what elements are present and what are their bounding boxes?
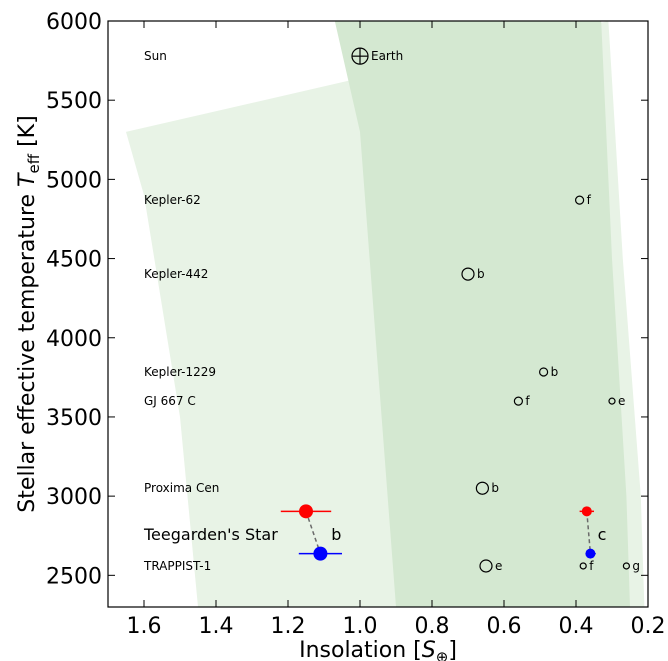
planet-marker bbox=[608, 397, 616, 405]
planet-label: e bbox=[495, 559, 502, 573]
x-tick-label: 1.2 bbox=[271, 614, 306, 639]
planet-marker bbox=[622, 562, 631, 570]
teegarden-planet-label: c bbox=[598, 525, 607, 544]
star-label: Kepler-62 bbox=[144, 193, 201, 207]
planet-label: b bbox=[477, 267, 485, 281]
planet-marker bbox=[538, 367, 549, 377]
x-axis-title-suffix: ] bbox=[448, 638, 457, 661]
planet-label: f bbox=[587, 193, 592, 207]
star-label: Sun bbox=[144, 49, 167, 63]
y-axis-title-prefix: Stellar effective temperature bbox=[15, 187, 40, 513]
x-axis-ticks: 1.6 1.4 1.2 1.0 0.8 0.6 0.4 0.2 bbox=[127, 21, 666, 639]
planet-label: f bbox=[589, 559, 594, 573]
x-axis-title-subscript: ⊕ bbox=[436, 648, 449, 661]
teegarden-planet-marker bbox=[581, 506, 592, 517]
y-axis-ticks: 2500 3000 3500 4000 4500 5000 5500 6000 bbox=[46, 10, 648, 589]
star-label: Kepler-1229 bbox=[144, 365, 216, 379]
x-tick-label: 1.6 bbox=[127, 614, 162, 639]
y-tick-label: 5000 bbox=[46, 168, 102, 193]
planet-label: b bbox=[551, 365, 559, 379]
x-tick-label: 0.8 bbox=[415, 614, 450, 639]
x-tick-label: 0.4 bbox=[559, 614, 594, 639]
teegarden-planet-marker bbox=[585, 548, 596, 559]
planet-marker bbox=[574, 195, 585, 205]
star-label: TRAPPIST-1 bbox=[143, 559, 211, 573]
y-tick-label: 4500 bbox=[46, 248, 102, 273]
teegarden-star-label: Teegarden's Star bbox=[143, 525, 278, 544]
y-tick-label: 6000 bbox=[46, 10, 102, 35]
y-axis-title-symbol: T bbox=[15, 172, 40, 187]
teegarden-planets: Teegarden's Star b c bbox=[143, 504, 607, 561]
x-tick-label: 0.6 bbox=[487, 614, 522, 639]
y-tick-label: 4000 bbox=[46, 327, 102, 352]
planet-marker bbox=[579, 562, 587, 570]
planet-label: b bbox=[491, 481, 499, 495]
planet-label: f bbox=[525, 394, 530, 408]
planet-marker bbox=[513, 396, 524, 406]
y-tick-label: 5500 bbox=[46, 89, 102, 114]
y-tick-label: 3500 bbox=[46, 406, 102, 431]
teegarden-connector bbox=[305, 511, 322, 554]
teegarden-planet-marker bbox=[313, 546, 328, 561]
planet-markers: Earth f b b f e b e f g bbox=[351, 47, 640, 573]
plot-frame bbox=[107, 20, 649, 608]
star-label: Kepler-442 bbox=[144, 267, 208, 281]
planet-marker bbox=[479, 559, 493, 573]
y-axis-title: Stellar effective temperature Teff [K] bbox=[15, 115, 43, 512]
planet-label: Earth bbox=[371, 49, 403, 63]
x-axis-title-symbol: S bbox=[422, 638, 436, 661]
star-labels: Sun Kepler-62 Kepler-442 Kepler-1229 GJ 667 … bbox=[143, 49, 219, 573]
star-label: GJ 667 C bbox=[144, 394, 196, 408]
conservative-habitable-zone bbox=[334, 21, 630, 607]
planet-label: g bbox=[632, 559, 640, 573]
x-tick-label: 1.0 bbox=[343, 614, 378, 639]
x-axis-title-prefix: Insolation [ bbox=[299, 638, 422, 661]
habitable-zone-layer bbox=[126, 21, 645, 607]
y-axis-title-subscript: eff bbox=[25, 153, 43, 173]
star-label: Proxima Cen bbox=[144, 481, 219, 495]
teegarden-planet-marker bbox=[299, 504, 313, 519]
teegarden-planet-label: b bbox=[331, 525, 341, 544]
x-tick-label: 1.4 bbox=[199, 614, 234, 639]
teegarden-connector bbox=[586, 511, 592, 554]
y-tick-label: 3000 bbox=[46, 485, 102, 510]
y-axis-title-unit: [K] bbox=[15, 115, 40, 154]
planet-marker bbox=[461, 267, 475, 281]
planet-label: e bbox=[618, 394, 625, 408]
x-tick-label: 0.2 bbox=[631, 614, 666, 639]
y-tick-label: 2500 bbox=[46, 564, 102, 589]
planet-marker bbox=[475, 481, 489, 495]
x-axis-title: Insolation [S⊕] bbox=[299, 638, 457, 661]
